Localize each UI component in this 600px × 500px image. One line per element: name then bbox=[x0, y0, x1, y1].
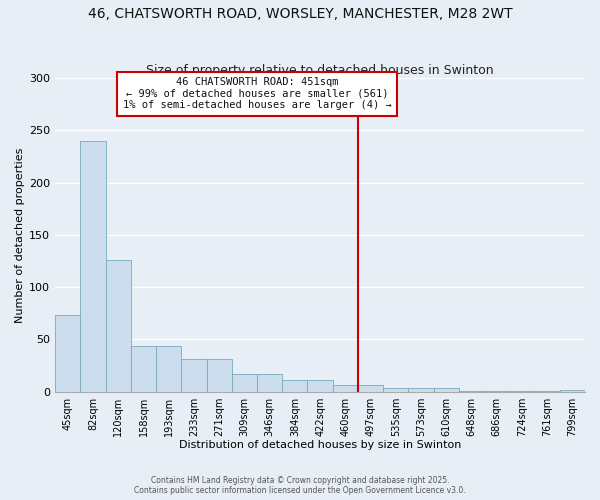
Bar bbox=[55, 316, 80, 392]
Bar bbox=[106, 260, 131, 392]
Bar bbox=[257, 374, 282, 392]
Bar bbox=[409, 388, 434, 392]
Y-axis label: Number of detached properties: Number of detached properties bbox=[15, 147, 25, 322]
Bar bbox=[484, 390, 509, 392]
Bar bbox=[232, 374, 257, 392]
X-axis label: Distribution of detached houses by size in Swinton: Distribution of detached houses by size … bbox=[179, 440, 461, 450]
Text: Contains HM Land Registry data © Crown copyright and database right 2025.
Contai: Contains HM Land Registry data © Crown c… bbox=[134, 476, 466, 495]
Bar bbox=[509, 390, 535, 392]
Bar bbox=[535, 390, 560, 392]
Bar bbox=[282, 380, 307, 392]
Bar bbox=[358, 386, 383, 392]
Bar bbox=[434, 388, 459, 392]
Bar bbox=[383, 388, 409, 392]
Bar bbox=[181, 359, 206, 392]
Bar bbox=[80, 141, 106, 392]
Bar bbox=[156, 346, 181, 392]
Bar bbox=[459, 390, 484, 392]
Title: Size of property relative to detached houses in Swinton: Size of property relative to detached ho… bbox=[146, 64, 494, 77]
Text: 46 CHATSWORTH ROAD: 451sqm
← 99% of detached houses are smaller (561)
1% of semi: 46 CHATSWORTH ROAD: 451sqm ← 99% of deta… bbox=[122, 77, 391, 110]
Bar bbox=[560, 390, 585, 392]
Bar bbox=[131, 346, 156, 392]
Text: 46, CHATSWORTH ROAD, WORSLEY, MANCHESTER, M28 2WT: 46, CHATSWORTH ROAD, WORSLEY, MANCHESTER… bbox=[88, 8, 512, 22]
Bar bbox=[332, 386, 358, 392]
Bar bbox=[307, 380, 332, 392]
Bar bbox=[206, 359, 232, 392]
